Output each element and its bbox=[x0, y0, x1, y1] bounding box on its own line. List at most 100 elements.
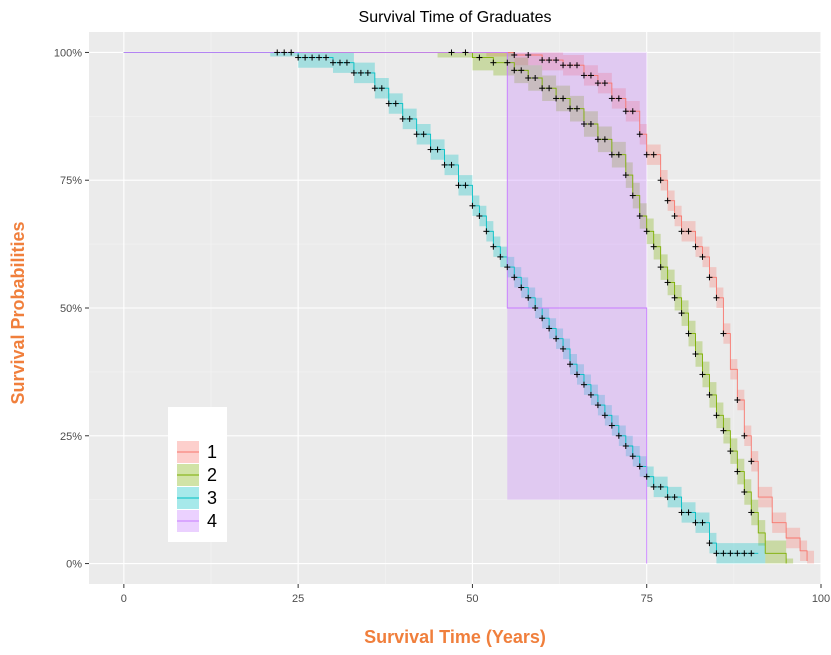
series-3-censor-mark bbox=[441, 161, 448, 168]
series-2-censor-mark bbox=[546, 85, 553, 92]
series-3-censor-mark bbox=[671, 494, 678, 501]
series-2-censor-mark bbox=[629, 192, 636, 199]
series-1-censor-mark bbox=[706, 274, 713, 281]
series-3-censor-mark bbox=[650, 483, 657, 490]
series-1-censor-mark bbox=[553, 57, 560, 64]
y-tick-label: 75% bbox=[60, 175, 82, 187]
series-3-censor-mark bbox=[399, 115, 406, 122]
series-2-censor-mark bbox=[574, 105, 580, 112]
series-1-censor-mark bbox=[511, 52, 518, 58]
series-3-censor-mark bbox=[748, 550, 755, 557]
series-1-censor-mark bbox=[636, 131, 643, 138]
series-2-censor-mark bbox=[476, 54, 483, 61]
series-2-censor-mark bbox=[657, 264, 664, 271]
series-2-censor-mark bbox=[678, 310, 685, 317]
series-1-censor-mark bbox=[560, 62, 567, 69]
x-tick-label: 25 bbox=[292, 593, 304, 605]
series-2-censor-mark bbox=[636, 213, 643, 219]
series-3-censor-mark bbox=[643, 473, 650, 480]
series-1-censor-mark bbox=[546, 57, 553, 64]
series-1-censor-mark bbox=[664, 197, 671, 204]
series-3-censor-mark bbox=[309, 54, 316, 61]
series-2-censor-mark bbox=[734, 468, 741, 475]
series-3-censor-mark bbox=[657, 483, 664, 490]
y-axis-title: Survival Probabilities bbox=[8, 221, 28, 404]
series-3-censor-mark bbox=[323, 54, 330, 61]
series-1-censor-mark bbox=[567, 62, 574, 69]
series-3-censor-mark bbox=[615, 432, 622, 439]
series-2-censor-mark bbox=[539, 85, 546, 92]
series-2-censor-mark bbox=[615, 151, 622, 158]
series-3-censor-mark bbox=[469, 202, 476, 209]
legend-label: 1 bbox=[207, 442, 217, 462]
series-3-censor-mark bbox=[741, 550, 748, 557]
series-3-censor-mark bbox=[413, 131, 420, 138]
series-3-censor-mark bbox=[281, 49, 288, 56]
series-1-censor-mark bbox=[699, 253, 706, 260]
series-1-censor-mark bbox=[741, 432, 748, 439]
series-4-line bbox=[123, 51, 648, 564]
series-3-censor-mark bbox=[350, 69, 357, 76]
series-3-censor-mark bbox=[532, 305, 539, 311]
legend-item-3: 3 bbox=[177, 487, 217, 509]
y-tick-label: 50% bbox=[60, 303, 82, 315]
series-2-censor-mark bbox=[580, 121, 587, 127]
series-3-censor-mark bbox=[490, 243, 497, 250]
series-1-censor-mark bbox=[713, 294, 720, 301]
series-2-censor-mark bbox=[643, 228, 650, 235]
series-1-censor-mark bbox=[643, 151, 650, 158]
series-3-censor-mark bbox=[664, 494, 671, 501]
series-3-censor-mark bbox=[448, 161, 455, 168]
legend-label: 2 bbox=[207, 465, 217, 485]
series-1-censor-mark bbox=[650, 151, 657, 158]
series-2-censor-mark bbox=[594, 136, 601, 143]
series-1-censor-mark bbox=[539, 57, 546, 64]
legend-item-2: 2 bbox=[177, 464, 217, 486]
series-3-censor-mark bbox=[316, 54, 323, 61]
series-3-censor-mark bbox=[580, 381, 587, 388]
series-3-censor-mark bbox=[734, 550, 741, 557]
series-3-censor-mark bbox=[378, 85, 385, 92]
series-2-censor-mark bbox=[741, 489, 748, 495]
series-2-censor-mark bbox=[650, 243, 657, 250]
series-2-censor-mark bbox=[553, 95, 560, 102]
series-2-censor-mark bbox=[622, 172, 629, 179]
series-3-censor-mark bbox=[385, 100, 392, 107]
series-3-censor-mark bbox=[546, 325, 553, 332]
series-3-censor-mark bbox=[539, 315, 546, 322]
series-1-censor-mark bbox=[720, 330, 727, 337]
series-3-censor-mark bbox=[343, 59, 350, 66]
series-2-censor-mark bbox=[664, 279, 671, 286]
series-2-censor-mark bbox=[587, 121, 594, 127]
series-2-censor-mark bbox=[706, 391, 713, 398]
series-3-censor-mark bbox=[678, 509, 685, 516]
series-2-censor-mark bbox=[699, 371, 706, 378]
series-1-censor-mark bbox=[608, 95, 615, 102]
series-1-censor-mark bbox=[587, 72, 594, 79]
series-3-censor-mark bbox=[476, 213, 483, 219]
legend: 1 2 3 4 bbox=[168, 407, 227, 542]
x-tick-label: 100 bbox=[812, 593, 830, 605]
series-2-censor-mark bbox=[608, 151, 615, 158]
x-tick-label: 50 bbox=[466, 593, 478, 605]
series-1-censor-mark bbox=[685, 228, 692, 235]
legend-label: 3 bbox=[207, 488, 217, 508]
x-tick-label: 0 bbox=[121, 593, 127, 605]
series-1-censor-mark bbox=[657, 177, 664, 184]
series-3-censor-mark bbox=[587, 391, 594, 398]
y-tick-label: 100% bbox=[54, 47, 82, 59]
series-3-censor-mark bbox=[420, 131, 427, 138]
series-3-censor-mark bbox=[483, 228, 490, 235]
series-2-censor-mark bbox=[448, 49, 455, 56]
series-3-censor-mark bbox=[364, 69, 371, 76]
series-2-censor-mark bbox=[748, 509, 755, 516]
series-3-censor-mark bbox=[553, 335, 560, 342]
series-3-censor-mark bbox=[330, 59, 336, 66]
series-2-censor-mark bbox=[713, 412, 720, 419]
series-2-censor-mark bbox=[727, 448, 734, 455]
chart-title: Survival Time of Graduates bbox=[359, 9, 552, 26]
series-3-censor-mark bbox=[636, 463, 643, 470]
series-3-censor-mark bbox=[511, 274, 518, 281]
series-3-censor-mark bbox=[685, 509, 692, 516]
legend-item-4: 4 bbox=[177, 510, 217, 532]
